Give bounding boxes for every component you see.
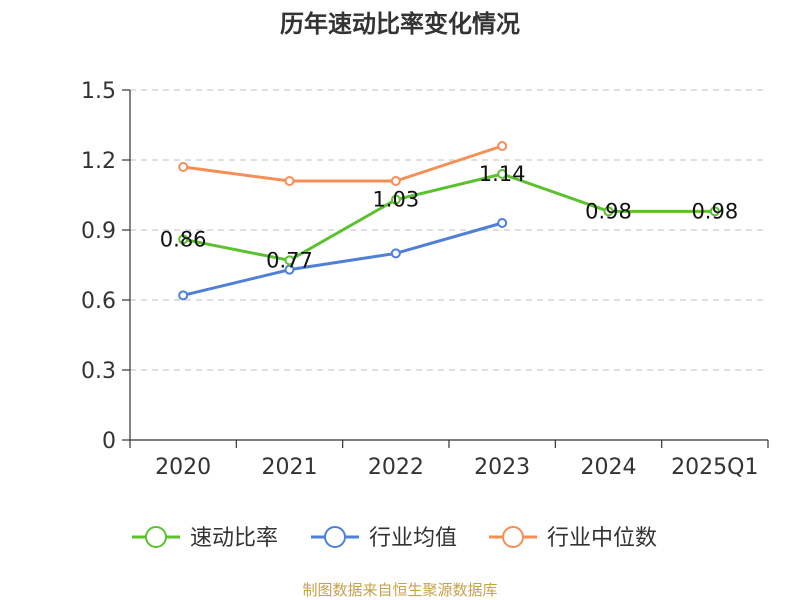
y-tick-label: 0.6 (81, 289, 116, 314)
source-note: 制图数据来自恒生聚源数据库 (302, 581, 497, 599)
legend-item[interactable]: 行业均值 (311, 526, 457, 551)
series-group: 0.86 0.77 1.03 1.14 0.98 0.98 (160, 141, 738, 301)
data-point (284, 255, 295, 266)
legend-item[interactable]: 行业中位数 (489, 526, 657, 551)
data-point (390, 194, 401, 205)
y-tick-label: 0.3 (81, 359, 116, 384)
data-point (497, 141, 508, 151)
data-point (178, 234, 189, 245)
data-label: 0.77 (266, 248, 313, 272)
data-point (497, 169, 508, 179)
data-point (390, 176, 401, 186)
data-label: 0.86 (160, 227, 207, 251)
y-tick-label: 1.5 (81, 79, 116, 104)
data-point (390, 248, 401, 259)
data-label: 1.14 (479, 162, 526, 186)
legend-label: 速动比率 (190, 526, 278, 551)
x-tick-label: 2025Q1 (671, 455, 758, 480)
series-line-1 (182, 221, 503, 297)
data-point (284, 176, 295, 186)
x-tick-label: 2024 (581, 455, 637, 480)
data-label: 1.03 (372, 188, 419, 212)
legend-label: 行业均值 (369, 526, 457, 551)
legend-marker (324, 526, 346, 548)
y-tick-label: 0 (102, 429, 116, 454)
chart-title: 历年速动比率变化情况 (280, 10, 520, 38)
data-point (603, 206, 614, 217)
x-tick-label: 2022 (368, 455, 424, 480)
legend-item[interactable]: 速动比率 (132, 526, 278, 551)
series-line-2 (182, 144, 503, 183)
x-tick-label: 2023 (474, 455, 530, 480)
data-point (709, 206, 720, 217)
x-tick-label: 2021 (262, 455, 318, 480)
data-point (178, 290, 189, 301)
legend[interactable]: 速动比率 行业均值 行业中位数 (132, 526, 657, 551)
legend-marker (502, 526, 524, 548)
y-tick-label: 0.9 (81, 219, 116, 244)
legend-label: 行业中位数 (547, 526, 657, 551)
data-point (178, 162, 189, 172)
axes: 0 0.3 0.6 0.9 1.2 1.5 2020 2021 2022 2023 2024 2025… (81, 79, 769, 480)
series-line-0 (182, 172, 715, 262)
x-tick-label: 2020 (155, 455, 211, 480)
grid (130, 89, 768, 371)
legend-marker (145, 526, 167, 548)
y-tick-label: 1.2 (81, 149, 116, 174)
data-point (284, 264, 295, 275)
data-point (497, 218, 508, 228)
data-label: 0.98 (585, 199, 632, 223)
data-label: 0.98 (691, 199, 738, 223)
